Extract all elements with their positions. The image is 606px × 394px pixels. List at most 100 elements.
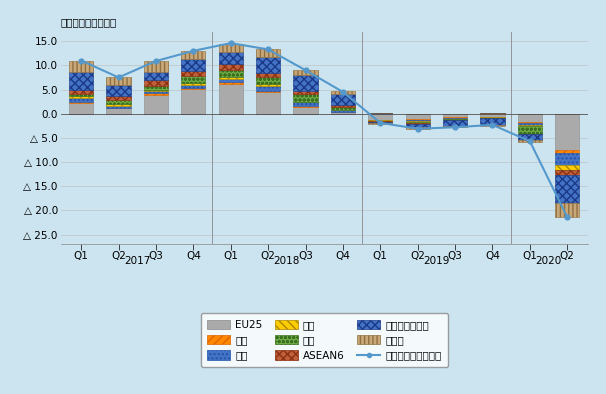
Bar	[144, 80, 168, 86]
Bar	[368, 121, 393, 123]
Bar	[405, 122, 430, 123]
Bar	[256, 93, 280, 114]
Bar	[481, 125, 505, 126]
Bar	[181, 85, 205, 88]
Bar	[518, 134, 542, 140]
Bar	[256, 84, 280, 85]
Bar	[144, 95, 168, 114]
Bar	[181, 59, 205, 71]
Bar	[181, 83, 205, 85]
Legend: EU25, 英国, 米国, 日本, 中国, ASEAN6, 資源輸出国合計, その他, 世界輸出（伸び率）: EU25, 英国, 米国, 日本, 中国, ASEAN6, 資源輸出国合計, そ…	[201, 313, 448, 367]
Bar	[443, 118, 467, 119]
Bar	[443, 120, 467, 126]
Bar	[181, 89, 205, 114]
Bar	[331, 110, 355, 112]
Bar	[368, 123, 393, 125]
Bar	[256, 91, 280, 93]
Bar	[405, 123, 430, 124]
Bar	[518, 125, 542, 126]
Text: 2020: 2020	[536, 256, 562, 266]
Bar	[518, 122, 542, 123]
Bar	[293, 91, 318, 94]
Text: 2018: 2018	[274, 256, 300, 266]
Bar	[555, 153, 579, 165]
Bar	[293, 106, 318, 107]
Bar	[481, 113, 505, 114]
Bar	[443, 114, 467, 117]
Bar	[107, 85, 131, 96]
Bar	[555, 114, 579, 150]
Bar	[555, 203, 579, 217]
Bar	[219, 52, 243, 64]
Bar	[518, 140, 542, 142]
Bar	[219, 70, 243, 77]
Bar	[293, 94, 318, 102]
Bar	[405, 121, 430, 122]
Bar	[256, 49, 280, 57]
Bar	[293, 107, 318, 114]
Bar	[555, 175, 579, 203]
Bar	[518, 126, 542, 134]
Bar	[555, 165, 579, 170]
Bar	[219, 82, 243, 84]
Bar	[443, 117, 467, 118]
Bar	[256, 85, 280, 91]
Bar	[518, 114, 542, 122]
Bar	[219, 77, 243, 79]
Bar	[331, 107, 355, 110]
Bar	[144, 91, 168, 93]
Bar	[219, 44, 243, 52]
Bar	[256, 57, 280, 72]
Bar	[331, 91, 355, 95]
Bar	[443, 119, 467, 120]
Bar	[405, 119, 430, 121]
Bar	[518, 123, 542, 125]
Bar	[405, 114, 430, 119]
Bar	[293, 102, 318, 106]
Bar	[405, 124, 430, 127]
Bar	[181, 71, 205, 76]
Bar	[368, 120, 393, 121]
Bar	[555, 170, 579, 175]
Bar	[256, 77, 280, 84]
Bar	[144, 61, 168, 72]
Bar	[69, 89, 93, 94]
Bar	[443, 126, 467, 127]
Text: 2019: 2019	[423, 256, 450, 266]
Bar	[69, 102, 93, 114]
Bar	[481, 114, 505, 117]
Bar	[405, 127, 430, 129]
Bar	[69, 98, 93, 102]
Bar	[69, 94, 93, 96]
Bar	[368, 114, 393, 120]
Bar	[144, 86, 168, 90]
Bar	[219, 64, 243, 70]
Bar	[107, 108, 131, 114]
Bar	[181, 88, 205, 89]
Bar	[293, 75, 318, 91]
Bar	[107, 104, 131, 106]
Bar	[481, 118, 505, 125]
Bar	[368, 113, 393, 114]
Bar	[219, 84, 243, 114]
Bar	[107, 96, 131, 100]
Bar	[331, 105, 355, 107]
Bar	[107, 77, 131, 85]
Bar	[181, 51, 205, 59]
Bar	[181, 76, 205, 83]
Bar	[481, 117, 505, 118]
Bar	[69, 61, 93, 72]
Bar	[107, 100, 131, 104]
Bar	[144, 90, 168, 91]
Bar	[331, 95, 355, 105]
Bar	[219, 79, 243, 82]
Text: （前年同期比、％）: （前年同期比、％）	[61, 17, 117, 27]
Bar	[69, 72, 93, 89]
Bar	[144, 93, 168, 95]
Bar	[331, 112, 355, 114]
Bar	[69, 96, 93, 98]
Bar	[555, 150, 579, 153]
Bar	[107, 106, 131, 108]
Bar	[256, 72, 280, 77]
Text: 2017: 2017	[124, 256, 150, 266]
